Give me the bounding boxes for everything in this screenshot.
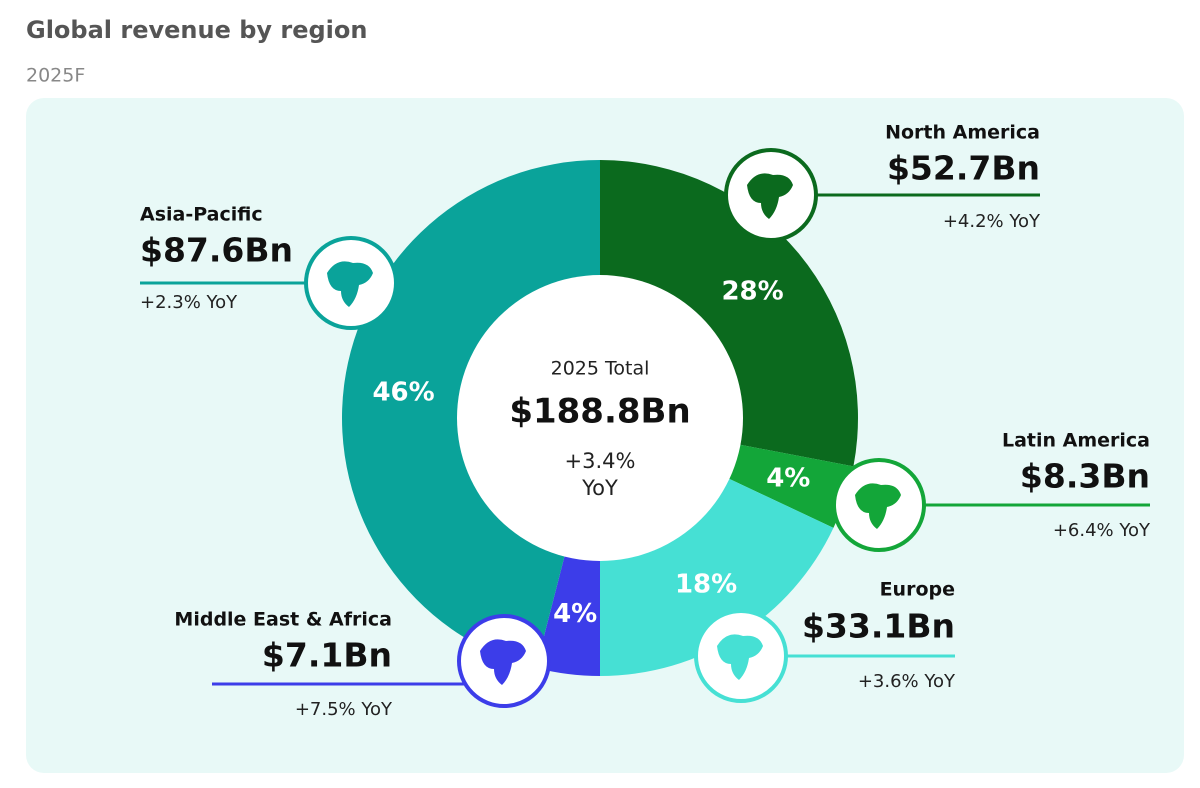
slice-label: 4%: [766, 464, 810, 494]
region-change: +2.3% YoY: [140, 292, 238, 313]
center-value: $188.8Bn: [509, 392, 690, 432]
region-map: [747, 173, 793, 219]
region-change: +7.5% YoY: [295, 699, 393, 720]
slice-label: 46%: [372, 378, 434, 408]
callouts: North America $52.7Bn +4.2% YoY Latin Ameri…: [140, 122, 1151, 720]
region-map: [855, 483, 901, 529]
donut-slice: [600, 160, 858, 467]
region-map: [717, 634, 763, 680]
slice-label: 28%: [721, 276, 783, 306]
donut-slice: [726, 444, 854, 528]
center-change: +3.4%: [565, 449, 636, 473]
region-name: Latin America: [1002, 430, 1150, 452]
region-name: Asia-Pacific: [140, 204, 263, 226]
donut-slice: [535, 553, 600, 676]
region-amount: $33.1Bn: [802, 607, 955, 646]
center-label: 2025 Total: [551, 358, 650, 380]
region-amount: $87.6Bn: [140, 231, 293, 270]
slice-label: 18%: [675, 570, 737, 600]
chart-title: Global revenue by region: [26, 16, 367, 44]
region-name: Middle East & Africa: [174, 609, 392, 631]
donut-slice: [600, 477, 834, 676]
region-name: Europe: [880, 579, 955, 601]
region-map: [327, 261, 373, 307]
slices: 28% 4% 18% 4% 46%: [342, 160, 858, 676]
region-map: [480, 639, 526, 685]
chart-subtitle: 2025F: [26, 65, 85, 87]
region-change: +6.4% YoY: [1053, 520, 1151, 541]
donut-hole: [457, 275, 743, 561]
region-amount: $7.1Bn: [262, 636, 392, 675]
region-amount: $8.3Bn: [1020, 457, 1150, 496]
slice-label: 4%: [553, 599, 597, 629]
region-change: +3.6% YoY: [858, 671, 956, 692]
region-amount: $52.7Bn: [887, 149, 1040, 188]
donut-slice: [342, 160, 600, 668]
region-change: +4.2% YoY: [943, 211, 1041, 232]
region-name: North America: [885, 122, 1040, 144]
center-change: YoY: [581, 476, 618, 500]
